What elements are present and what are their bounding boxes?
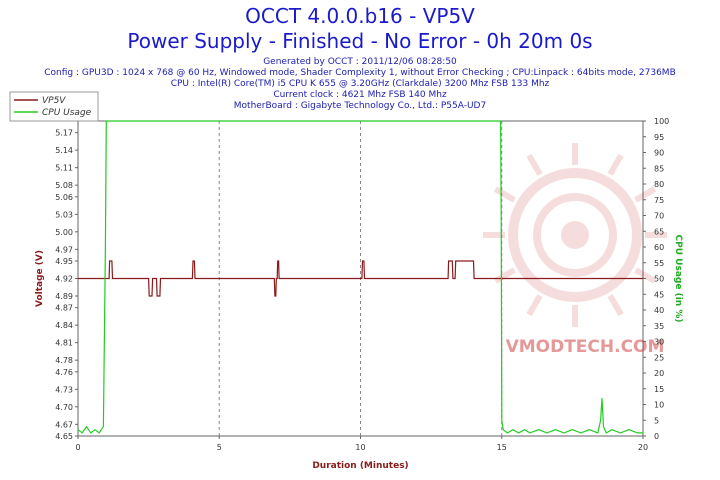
y-right-tick-label: 70 [654,212,664,221]
info-cpu: CPU : Intel(R) Core(TM) i5 CPU K 655 @ 3… [170,79,550,89]
y-right-tick-label: 50 [654,275,664,284]
y-left-tick-label: 5.06 [55,193,73,202]
y-left-tick-label: 4.87 [55,304,73,313]
watermark-spoke [493,186,516,203]
y-right-tick-label: 80 [654,180,664,189]
y-left-tick-label: 4.78 [55,356,73,365]
x-tick-label: 20 [638,443,648,452]
y-left-tick-label: 4.65 [55,432,73,441]
y-left-tick-label: 5.00 [55,228,73,237]
y-right-tick-label: 35 [654,322,664,331]
y-right-tick-label: 95 [654,133,664,142]
y-left-tick-label: 4.76 [55,368,73,377]
x-tick-label: 15 [497,443,507,452]
watermark-ring-inner [533,193,617,277]
y-right-tick-label: 45 [654,290,664,299]
y-right-tick-label: 60 [654,243,664,252]
legend-label: VP5V [42,96,66,106]
y-right-tick-label: 40 [654,306,664,315]
y-right-tick-label: 5 [654,416,659,425]
y-left-tick-label: 5.17 [55,129,73,138]
x-tick-label: 10 [355,443,365,452]
y-left-tick-label: 5.03 [55,210,73,219]
chart-subtitle: Power Supply - Finished - No Error - 0h … [127,29,593,53]
watermark-spoke [607,294,624,317]
y-right-tick-label: 0 [654,432,659,441]
watermark-spoke [526,153,543,176]
y-right-tick-label: 65 [654,227,664,236]
legend: VP5V CPU Usage [9,91,99,122]
x-tick-label: 5 [217,443,222,452]
y-right-tick-label: 75 [654,196,664,205]
y-right-tick-label: 85 [654,164,664,173]
info-motherboard: MotherBoard : Gigabyte Technology Co., L… [233,101,487,111]
watermark-spoke [526,294,543,317]
x-axis-title: Duration (Minutes) [312,461,408,471]
watermark-logo [483,143,667,327]
watermark-core [561,221,589,249]
y-left-tick-label: 4.97 [55,245,73,254]
chart-title: OCCT 4.0.0.b16 - VP5V [245,4,475,28]
y-left-tick-label: 4.89 [55,292,73,301]
y-right-tick-label: 15 [654,385,664,394]
y-right-tick-label: 90 [654,149,664,158]
y-right-tick-label: 25 [654,353,664,362]
watermark-spoke [634,267,657,284]
watermark-spoke [607,153,624,176]
y-left-tick-label: 4.84 [55,321,73,330]
x-tick-label: 0 [75,443,80,452]
y-right-tick-label: 100 [654,117,669,126]
legend-label: CPU Usage [42,108,92,118]
y-left-tick-label: 4.70 [55,403,73,412]
y-left-tick-label: 4.73 [55,385,73,394]
watermark-spoke [493,267,516,284]
y-left-axis-title: Voltage (V) [35,250,45,307]
info-generated: Generated by OCCT : 2011/12/06 08:28:50 [263,57,457,67]
watermark-ring-outer [508,168,642,302]
series-line-cpu-usage [77,120,643,434]
watermark-spoke [634,186,657,203]
y-left-tick-label: 4.67 [55,420,73,429]
y-left-tick-label: 5.14 [55,146,73,155]
y-left-tick-label: 4.92 [55,275,73,284]
series-line-vp5v [78,260,643,297]
watermark-text: VMODTECH.COM [506,337,665,357]
info-clock: Current clock : 4621 Mhz FSB 140 Mhz [273,90,447,100]
legend-box [9,91,99,122]
y-right-tick-label: 30 [654,338,664,347]
y-left-tick-label: 5.08 [55,181,73,190]
y-right-axis-title: CPU Usage (in %) [673,235,683,323]
y-right-tick-label: 10 [654,401,664,410]
info-config: Config : GPU3D : 1024 x 768 @ 60 Hz, Win… [44,68,676,78]
y-left-tick-label: 4.95 [55,257,73,266]
y-left-tick-label: 5.11 [55,164,73,173]
y-right-tick-label: 20 [654,369,664,378]
y-left-tick-label: 4.81 [55,339,73,348]
y-right-tick-label: 55 [654,259,664,268]
